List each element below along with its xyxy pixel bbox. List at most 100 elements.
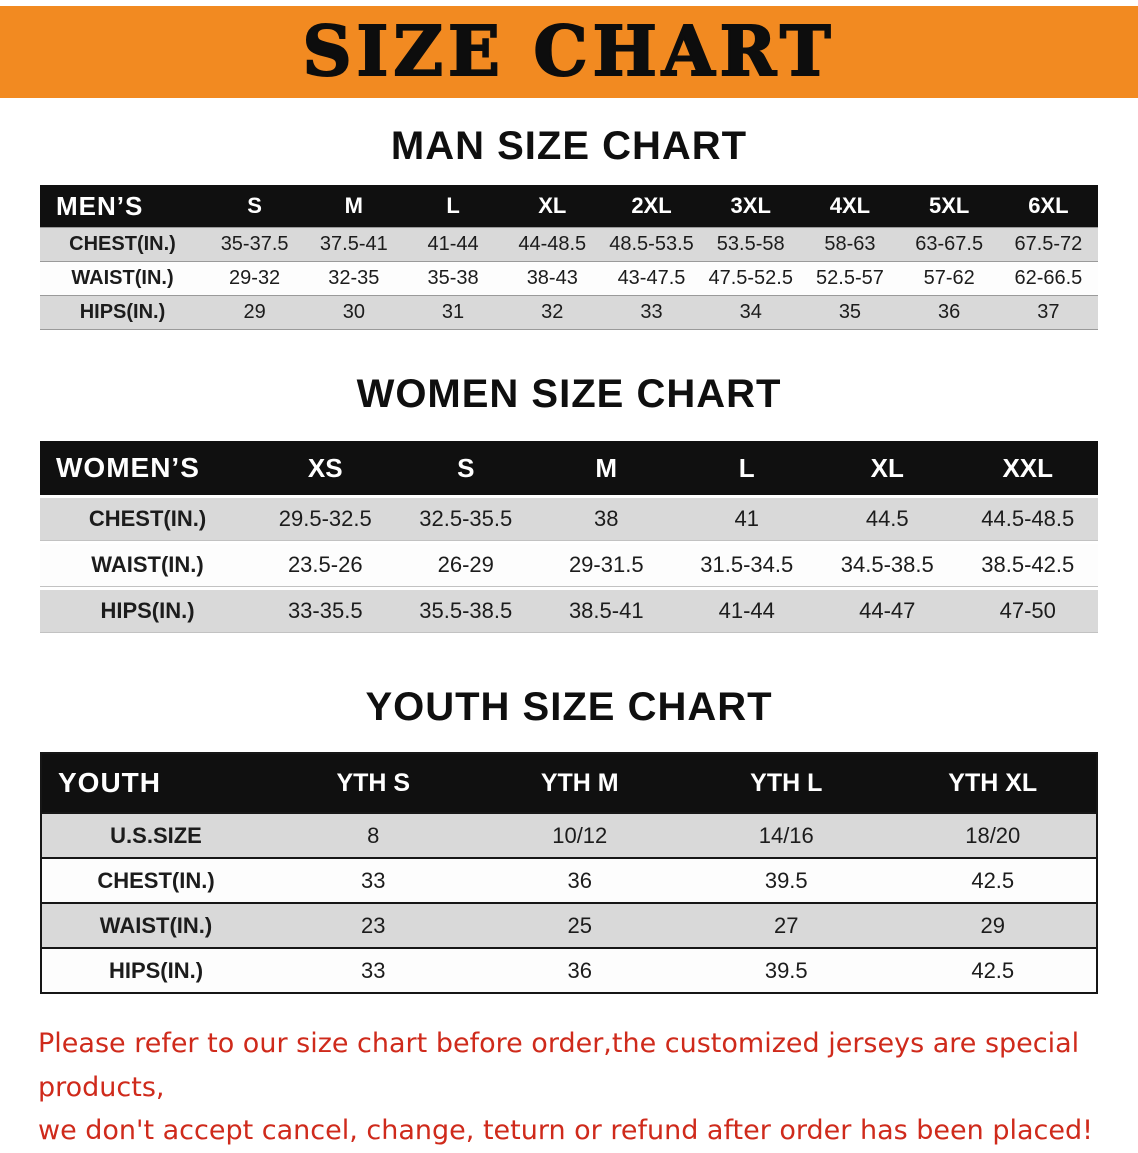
youth-size-table: YOUTH YTH S YTH M YTH L YTH XL U.S.SIZE 8 10/1… [40,752,1098,994]
size-column-header: S [457,452,475,483]
size-value: 36 [567,867,592,893]
size-value: 26-29 [437,552,494,577]
size-value: 29-31.5 [568,552,644,577]
size-value: 23.5-26 [287,552,363,577]
size-value: 39.5 [764,867,808,893]
table-row: CHEST(IN.) 33 36 39.5 42.5 [42,857,1096,902]
youth-table-header: YOUTH YTH S YTH M YTH L YTH XL [42,754,1096,812]
size-value: 33 [640,301,663,323]
table-group-label: YOUTH [58,767,161,798]
size-value: 18/20 [965,822,1021,848]
size-value: 35-37.5 [220,233,289,255]
women-table-header: WOMEN’S XS S M L XL XXL [40,441,1098,495]
size-value: 41 [734,506,759,531]
size-value: 44-48.5 [518,233,587,255]
size-value: 33 [361,867,386,893]
table-row: WAIST(IN.) 23 25 27 29 [42,902,1096,947]
row-label: U.S.SIZE [110,822,202,848]
size-column-header: L [738,452,755,483]
size-value: 36 [567,957,592,983]
table-row: HIPS(IN.) 33 36 39.5 42.5 [42,947,1096,992]
size-column-header: M [595,452,618,483]
size-value: 37 [1037,301,1060,323]
row-label: HIPS(IN.) [100,598,195,623]
row-label: HIPS(IN.) [108,957,204,983]
table-row: WAIST(IN.) 23.5-26 26-29 29-31.5 31.5-34.5 34… [40,544,1098,587]
size-value: 42.5 [971,867,1015,893]
size-value: 38-43 [526,267,578,289]
size-value: 52.5-57 [816,267,884,289]
size-value: 27 [774,912,799,938]
men-table-body: CHEST(IN.) 35-37.5 37.5-41 41-44 44-48.5 48.5… [40,227,1098,330]
size-value: 23 [361,912,386,938]
size-value: 10/12 [552,822,608,848]
size-column-header: 5XL [928,193,970,218]
size-value: 29 [980,912,1005,938]
youth-section-heading: YOUTH SIZE CHART [365,685,773,729]
size-value: 39.5 [764,957,808,983]
size-value: 38.5-41 [568,598,644,623]
size-column-header: YTH XL [948,768,1038,797]
size-column-header: XL [538,193,567,218]
table-row: U.S.SIZE 8 10/12 14/16 18/20 [42,812,1096,857]
size-value: 41-44 [427,233,479,255]
table-group-label: MEN’S [56,190,144,221]
size-value: 44-47 [859,598,916,623]
men-section-heading: MAN SIZE CHART [390,124,748,168]
row-label: CHEST(IN.) [97,867,215,893]
size-value: 57-62 [923,267,975,289]
size-column-header: M [344,193,363,218]
size-value: 62-66.5 [1014,267,1083,289]
size-value: 33 [361,957,386,983]
size-column-header: 4XL [829,193,871,218]
women-section-heading: WOMEN SIZE CHART [356,372,782,416]
page-title: SIZE CHART [301,11,836,93]
size-value: 34.5-38.5 [840,552,934,577]
size-column-header: YTH L [750,768,823,797]
notice-line-2: we don't accept cancel, change, teturn o… [38,1115,1093,1147]
size-value: 47-50 [999,598,1056,623]
order-notice: Please refer to our size chart before or… [38,1022,1100,1153]
size-value: 14/16 [758,822,814,848]
size-value: 37.5-41 [319,233,388,255]
size-value: 47.5-52.5 [708,267,793,289]
table-row: HIPS(IN.) 33-35.5 35.5-38.5 38.5-41 41-44 44-… [40,590,1098,633]
size-value: 8 [367,822,380,848]
table-row: CHEST(IN.) 35-37.5 37.5-41 41-44 44-48.5 48.5… [40,227,1098,261]
size-column-header: S [247,193,262,218]
table-row: HIPS(IN.) 29 30 31 32 33 34 35 36 37 [40,295,1098,329]
size-column-header: 6XL [1028,193,1069,218]
row-label: CHEST(IN.) [88,506,207,531]
row-label: WAIST(IN.) [91,552,204,577]
size-value: 48.5-53.5 [609,233,694,255]
row-label: WAIST(IN.) [71,267,174,289]
size-chart-page: SIZE CHART MAN SIZE CHART MEN’S S M L XL 2XL 3… [0,6,1138,1153]
size-value: 43-47.5 [617,267,686,289]
size-value: 67.5-72 [1014,233,1083,255]
size-value: 32 [541,301,564,323]
table-group-label: WOMEN’S [56,452,200,483]
row-label: WAIST(IN.) [99,912,213,938]
size-value: 34 [739,301,762,323]
size-value: 63-67.5 [915,233,984,255]
size-value: 41-44 [718,598,775,623]
size-column-header: 3XL [730,193,771,218]
size-value: 38 [594,506,619,531]
size-column-header: 2XL [631,193,672,218]
size-column-header: XXL [1002,452,1054,483]
size-value: 31 [441,301,465,323]
table-row: CHEST(IN.) 29.5-32.5 32.5-35.5 38 41 44.5 44.5… [40,498,1098,541]
size-column-header: XS [307,452,343,483]
table-row: WAIST(IN.) 29-32 32-35 35-38 38-43 43-47.5 47.… [40,261,1098,295]
size-value: 25 [567,912,592,938]
women-table-body: CHEST(IN.) 29.5-32.5 32.5-35.5 38 41 44.5 44.5… [40,498,1098,633]
size-value: 31.5-34.5 [700,552,794,577]
men-size-table: MEN’S S M L XL 2XL 3XL 4XL 5XL 6XL CHEST(IN.) 35-3… [40,185,1098,330]
size-column-header: YTH M [540,768,619,797]
size-value: 32-35 [328,267,380,289]
size-value: 33-35.5 [287,598,363,623]
banner: SIZE CHART [0,6,1138,98]
size-value: 44.5-48.5 [981,506,1075,531]
men-table-header: MEN’S S M L XL 2XL 3XL 4XL 5XL 6XL [40,185,1098,227]
row-label: CHEST(IN.) [69,233,176,255]
